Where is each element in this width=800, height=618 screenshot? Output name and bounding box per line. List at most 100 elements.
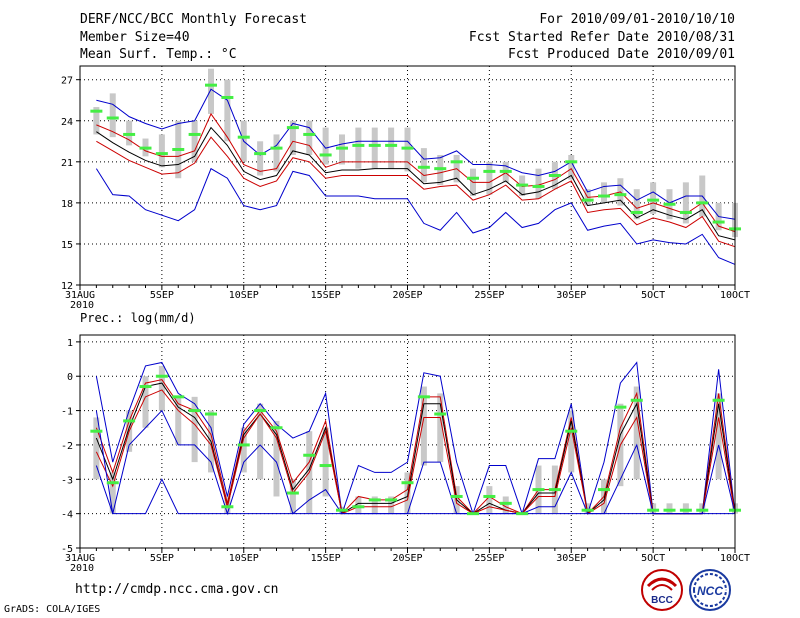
spread-box — [535, 168, 542, 199]
ncc-logo-text: NCC — [697, 584, 723, 598]
x-tick-label: 10SEP — [229, 290, 259, 301]
spread-box — [486, 161, 493, 195]
member-size: Member Size=40 — [80, 30, 190, 45]
y-tick-label: 12 — [61, 281, 73, 292]
x-tick-label: 15SEP — [311, 290, 341, 301]
x-tick-label: 5OCT — [641, 553, 665, 564]
x-tick-label: 5SEP — [150, 553, 174, 564]
bcc-logo-text: BCC — [651, 595, 673, 606]
source-url[interactable]: http://cmdp.ncc.cma.gov.cn — [75, 582, 279, 597]
spread-box — [257, 141, 264, 176]
bcc-logo: BCC — [641, 569, 683, 611]
spread-box — [175, 396, 182, 445]
refer-date: Fcst Started Refer Date 2010/08/31 — [468, 30, 735, 45]
chart-title: DERF/NCC/BCC Monthly Forecast — [80, 12, 307, 27]
y-tick-label: 21 — [61, 158, 73, 169]
spread-box — [158, 365, 165, 411]
spread-box — [715, 393, 722, 480]
spread-box — [601, 182, 607, 203]
series-line-min — [95, 409, 736, 516]
x-tick-label: 20SEP — [392, 553, 422, 564]
variable-label: Mean Surf. Temp.: °C — [80, 47, 237, 62]
x-tick-label: 10SEP — [229, 553, 259, 564]
spread-box — [273, 134, 280, 172]
spread-box — [502, 496, 509, 514]
series-line-min — [95, 167, 736, 265]
spread-box — [322, 427, 329, 497]
x-year-label: 2010 — [70, 563, 94, 574]
spread-box — [568, 154, 575, 180]
spread-box — [142, 376, 149, 428]
spread-box — [191, 396, 198, 463]
series-line-median — [96, 126, 736, 241]
y-tick-label: -5 — [61, 544, 73, 555]
spread-box — [93, 417, 100, 480]
x-tick-label: 25SEP — [474, 553, 504, 564]
spread-box — [371, 496, 378, 514]
series-line-floor — [95, 465, 735, 515]
y-tick-label: -3 — [61, 475, 73, 486]
spread-box — [682, 503, 689, 514]
x-tick-label: 25SEP — [474, 290, 504, 301]
spread-box — [158, 134, 165, 168]
y-tick-label: -1 — [61, 407, 73, 418]
produced-date: Fcst Produced Date 2010/09/01 — [508, 47, 735, 62]
spread-box — [273, 420, 280, 497]
spread-box — [486, 486, 493, 514]
x-tick-label: 31AUG — [65, 290, 95, 301]
series-line-median — [95, 382, 736, 515]
x-tick-label: 20SEP — [392, 290, 422, 301]
spread-box — [699, 503, 706, 514]
x-tick-label: 30SEP — [556, 290, 586, 301]
spread-box — [322, 127, 329, 165]
spread-box — [650, 503, 657, 514]
spread-box — [420, 148, 427, 183]
spread-box — [240, 427, 247, 473]
spread-box — [437, 393, 444, 463]
spread-box — [633, 386, 640, 480]
x-year-label: 2010 — [70, 300, 94, 311]
series-line-max — [95, 361, 736, 516]
series-line-upper — [95, 379, 736, 515]
spread-box — [666, 503, 673, 514]
y-tick-label: 1 — [67, 338, 73, 349]
spread-box — [306, 120, 313, 155]
y-tick-label: 24 — [61, 117, 73, 128]
spread-box — [109, 93, 116, 138]
spread-box — [633, 189, 640, 220]
spread-box — [404, 472, 411, 514]
spread-box — [208, 68, 214, 114]
spread-box — [355, 496, 362, 514]
forecast-period: For 2010/09/01-2010/10/10 — [539, 12, 735, 27]
spread-box — [388, 127, 395, 169]
x-tick-label: 5OCT — [641, 290, 665, 301]
y-tick-label: 15 — [61, 240, 73, 251]
spread-box — [109, 472, 116, 514]
spread-box — [388, 496, 395, 514]
spread-box — [191, 120, 198, 162]
spread-box — [650, 182, 657, 214]
x-tick-label: 15SEP — [311, 553, 341, 564]
series-line-max — [96, 88, 736, 220]
x-tick-label: 30SEP — [556, 553, 586, 564]
panel-title: Prec.: log(mm/d) — [80, 311, 196, 325]
y-tick-label: -4 — [61, 510, 73, 521]
y-tick-label: 18 — [61, 199, 73, 210]
spread-box — [289, 120, 296, 155]
y-tick-label: -2 — [61, 441, 73, 452]
spread-box — [289, 479, 296, 514]
spread-box — [371, 127, 378, 169]
spread-box — [355, 127, 362, 169]
series-line-lower — [95, 389, 736, 515]
spread-box — [257, 403, 264, 480]
spread-box — [584, 503, 591, 514]
y-tick-label: 0 — [67, 372, 73, 383]
ncc-logo: NCC — [689, 569, 731, 611]
spread-box — [224, 79, 231, 142]
x-tick-label: 10OCT — [720, 290, 750, 301]
spread-box — [682, 182, 689, 224]
x-tick-label: 5SEP — [150, 290, 174, 301]
